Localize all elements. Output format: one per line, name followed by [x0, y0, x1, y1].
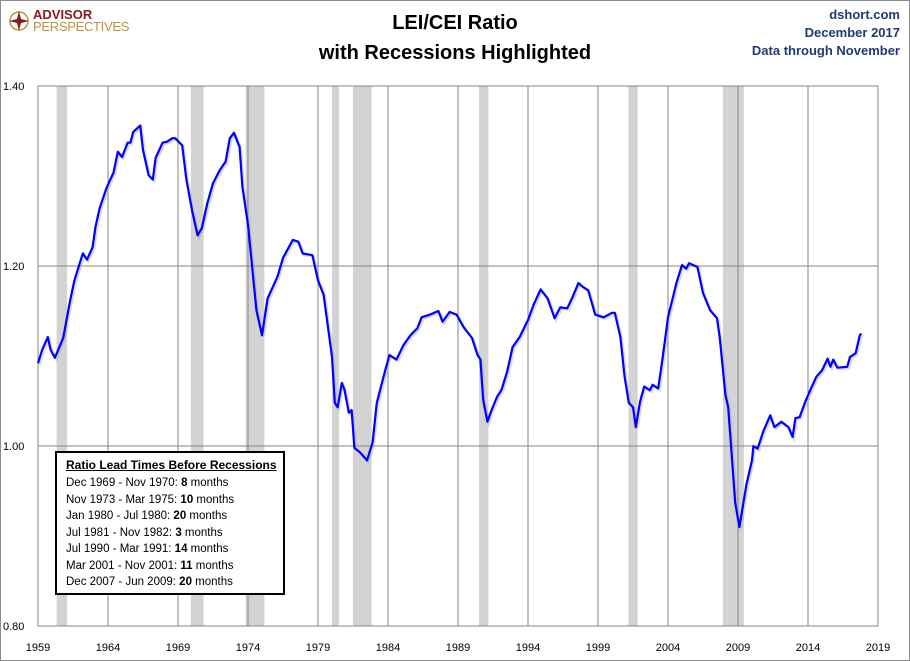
- lead-time-range: Mar 2001 - Nov 2001:: [66, 559, 181, 572]
- y-tick-label: 1.40: [3, 81, 24, 93]
- y-tick-label: 1.20: [3, 261, 24, 273]
- compass-icon: [9, 11, 29, 31]
- lead-time-unit: months: [187, 543, 229, 555]
- lead-time-value: 10: [180, 493, 194, 506]
- lead-time-unit: months: [181, 526, 223, 539]
- lei-cei-ratio-line: [36, 124, 863, 529]
- chart-subtitle: with Recessions Highlighted: [318, 42, 592, 64]
- x-tick-label: 1959: [26, 642, 50, 654]
- y-tick-label: 0.80: [3, 621, 24, 633]
- lead-time-value: 11: [180, 559, 193, 572]
- x-tick-label: 2009: [726, 642, 750, 654]
- lead-time-range: Dec 2007 - Jun 2009:: [66, 576, 180, 588]
- x-tick-label: 2019: [866, 642, 890, 654]
- date-label: December 2017: [804, 25, 900, 40]
- lead-time-row: Jul 1990 - Mar 1991: 14 months: [66, 541, 283, 558]
- data-through-label: Data through November: [751, 43, 900, 58]
- lead-time-range: Nov 1973 - Mar 1975:: [66, 493, 181, 506]
- x-tick-label: 1984: [376, 642, 400, 654]
- x-tick-label: 1999: [586, 642, 610, 654]
- lead-time-value: 20: [173, 510, 187, 522]
- lead-time-value: 3: [175, 526, 182, 539]
- recession-band: [722, 86, 744, 626]
- lead-time-unit: months: [187, 477, 229, 489]
- recession-band: [353, 86, 372, 626]
- lead-time-range: Jul 1981 - Nov 1982:: [66, 526, 176, 539]
- lead-time-row: Dec 2007 - Jun 2009: 20 months: [66, 574, 283, 591]
- x-tick-label: 1979: [306, 642, 330, 654]
- lead-time-row: Dec 1969 - Nov 1970: 8 months: [66, 475, 283, 492]
- plot-border: [37, 85, 879, 627]
- lead-time-row: Jan 1980 - Jul 1980: 20 months: [66, 508, 283, 525]
- x-tick-label: 1989: [446, 642, 470, 654]
- logo-line2: PERSPECTIVES: [33, 19, 130, 34]
- x-tick-label: 1969: [166, 642, 190, 654]
- x-tick-label: 2004: [656, 642, 680, 654]
- logo-line1: ADVISOR: [33, 7, 93, 22]
- lead-time-value: 14: [174, 543, 188, 555]
- lead-time-unit: months: [191, 576, 233, 588]
- lead-time-unit: months: [193, 493, 235, 506]
- recession-band: [56, 86, 68, 626]
- x-tick-label: 1974: [236, 642, 260, 654]
- lead-time-value: 20: [179, 576, 192, 588]
- lead-times-box: Ratio Lead Times Before Recessions Dec 1…: [55, 451, 285, 595]
- lead-time-row: Nov 1973 - Mar 1975: 10 months: [66, 492, 283, 509]
- lead-time-range: Jul 1990 - Mar 1991:: [66, 543, 175, 555]
- x-tick-label: 1964: [96, 642, 120, 654]
- y-tick-label: 1.00: [3, 441, 24, 453]
- lead-times-title: Ratio Lead Times Before Recessions: [66, 458, 277, 472]
- lead-time-row: Mar 2001 - Nov 2001: 11 months: [66, 558, 283, 575]
- x-tick-label: 1994: [516, 642, 540, 654]
- advisor-perspectives-logo: ADVISOR PERSPECTIVES: [8, 7, 130, 34]
- recession-band: [332, 86, 339, 626]
- lead-time-value: 8: [181, 477, 188, 489]
- lead-time-range: Dec 1969 - Nov 1970:: [66, 477, 182, 489]
- lead-time-unit: months: [192, 559, 234, 572]
- lead-time-unit: months: [186, 510, 228, 522]
- chart-title: LEI/CEI Ratio: [392, 12, 518, 34]
- source-label: dshort.com: [829, 7, 900, 22]
- lead-time-range: Jan 1980 - Jul 1980:: [66, 510, 174, 522]
- recession-band: [628, 86, 638, 626]
- lead-time-row: Jul 1981 - Nov 1982: 3 months: [66, 525, 283, 542]
- recession-band: [479, 86, 489, 626]
- x-tick-label: 2014: [796, 642, 820, 654]
